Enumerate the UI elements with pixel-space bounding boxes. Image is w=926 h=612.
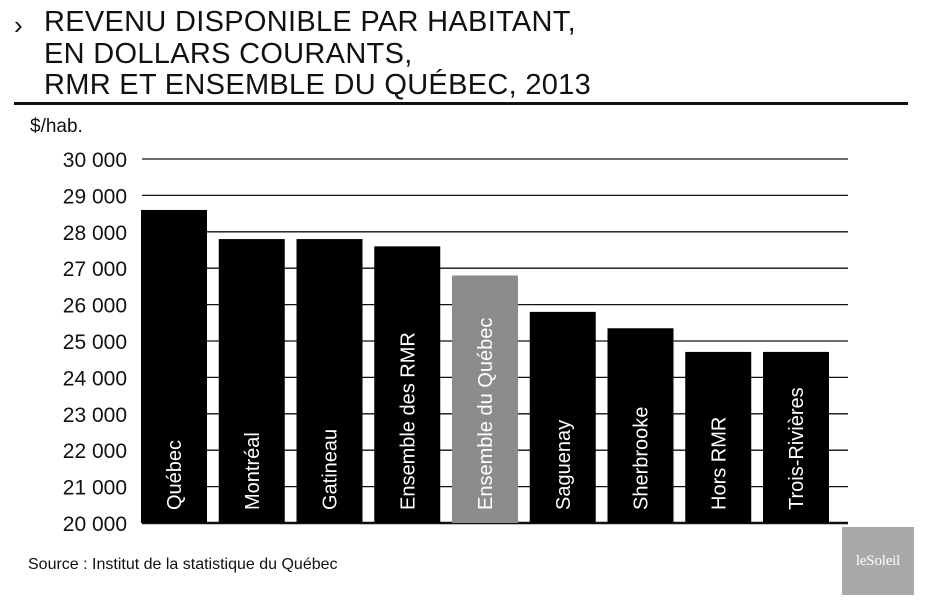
bar bbox=[141, 209, 207, 523]
y-axis-unit-label: $/hab. bbox=[30, 116, 83, 137]
chart-title-line-3: RMR ET ENSEMBLE DU QUÉBEC, 2013 bbox=[44, 69, 592, 101]
y-tick-label: 24 000 bbox=[63, 367, 127, 390]
bar bbox=[374, 246, 441, 524]
bar-label: Gatineau bbox=[320, 429, 342, 510]
y-tick-label: 25 000 bbox=[63, 331, 127, 354]
source-note: Source : Institut de la statistique du Q… bbox=[28, 556, 338, 573]
bar-label: Hors RMR bbox=[708, 417, 730, 510]
title-divider bbox=[14, 102, 908, 105]
y-axis-ticks: 20 000 21 000 22 000 23 000 24 000 25 000 26 0… bbox=[63, 149, 127, 536]
bar-label: Québec bbox=[164, 440, 186, 510]
y-tick-label: 26 000 bbox=[63, 295, 127, 318]
y-tick-label: 30 000 bbox=[63, 149, 127, 172]
y-tick-label: 28 000 bbox=[63, 222, 127, 245]
bar bbox=[685, 351, 752, 523]
chart-title-line-1: REVENU DISPONIBLE PAR HABITANT, bbox=[44, 6, 576, 38]
y-tick-label: 20 000 bbox=[63, 513, 127, 536]
bar-label: Ensemble du Québec bbox=[475, 318, 497, 510]
chart-title-line-2: EN DOLLARS COURANTS, bbox=[44, 37, 413, 70]
bar-labels: Québec Montréal Gatineau Ensemble des RMR En… bbox=[164, 318, 808, 510]
bar bbox=[218, 239, 285, 523]
title-arrow-icon: › bbox=[14, 10, 23, 40]
bar bbox=[607, 328, 674, 523]
y-tick-label: 22 000 bbox=[63, 440, 127, 463]
y-tick-label: 29 000 bbox=[63, 185, 127, 208]
bar bbox=[529, 311, 596, 523]
le-soleil-logo: leSoleil bbox=[842, 527, 914, 595]
y-tick-label: 21 000 bbox=[63, 477, 127, 500]
bar-label: Trois-Rivières bbox=[786, 387, 808, 510]
bar-label: Montréal bbox=[242, 432, 264, 510]
bar bbox=[763, 351, 829, 523]
chart-title: REVENU DISPONIBLE PAR HABITANT, EN DOLLA… bbox=[44, 6, 592, 102]
bar-label: Ensemble des RMR bbox=[397, 332, 419, 510]
y-tick-label: 23 000 bbox=[63, 404, 127, 427]
bar bbox=[296, 239, 363, 523]
bar bbox=[452, 275, 518, 523]
y-tick-label: 27 000 bbox=[63, 258, 127, 281]
bar-label: Sherbrooke bbox=[631, 407, 653, 510]
bars bbox=[141, 209, 829, 524]
bar-label: Saguenay bbox=[553, 420, 575, 510]
